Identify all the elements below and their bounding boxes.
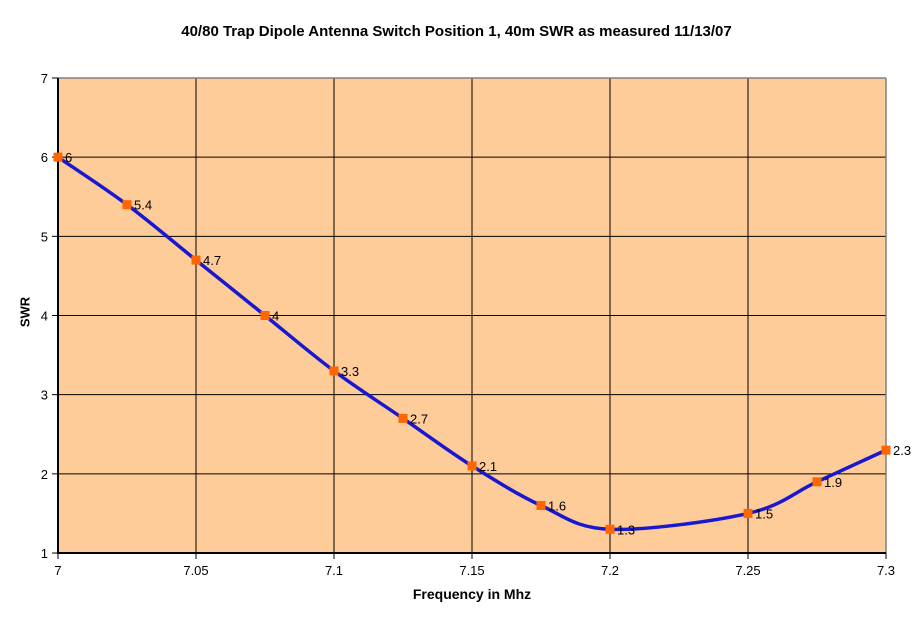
x-axis-tick-label: 7.05: [183, 563, 208, 578]
x-axis-tick-label: 7.2: [601, 563, 619, 578]
data-point-marker: [122, 200, 132, 210]
data-point-marker: [812, 477, 822, 487]
data-point-marker: [743, 508, 753, 518]
x-axis-tick-label: 7: [54, 563, 61, 578]
data-point-marker: [536, 501, 546, 510]
data-point-marker: [329, 366, 339, 376]
data-point-label: 2.7: [410, 411, 428, 426]
data-point-label: 5.4: [134, 198, 152, 213]
x-axis-tick-label: 7.1: [325, 563, 343, 578]
data-point-marker: [260, 311, 270, 320]
data-point-label: 4.7: [203, 253, 221, 268]
data-point-label: 1.3: [617, 522, 635, 537]
y-axis-tick-label: 4: [41, 309, 48, 324]
chart-title: 40/80 Trap Dipole Antenna Switch Positio…: [181, 23, 732, 40]
x-axis-title: Frequency in Mhz: [412, 586, 532, 602]
data-point-label: 6: [65, 150, 72, 165]
x-axis-tick-label: 7.25: [735, 563, 760, 578]
y-axis-tick-label: 1: [41, 546, 48, 561]
data-point-marker: [605, 524, 615, 534]
data-point-label: 4: [272, 309, 279, 324]
data-point-label: 1.9: [824, 475, 842, 490]
data-point-marker: [191, 255, 201, 265]
data-point-marker: [881, 445, 891, 455]
data-point-label: 1.5: [755, 506, 773, 521]
y-axis-tick-label: 2: [41, 467, 48, 482]
data-point-label: 3.3: [341, 364, 359, 379]
data-point-marker: [53, 152, 63, 162]
data-point-label: 1.6: [548, 499, 566, 514]
y-axis-tick-label: 3: [41, 388, 48, 403]
data-point-label: 2.3: [893, 443, 911, 458]
y-axis-tick-label: 7: [41, 71, 48, 86]
x-axis-tick-label: 7.15: [459, 563, 484, 578]
y-axis-tick-label: 5: [41, 229, 48, 244]
data-point-marker: [467, 461, 477, 471]
y-axis-tick-label: 6: [41, 150, 48, 165]
data-point-label: 2.1: [479, 459, 497, 474]
data-point-marker: [398, 413, 408, 423]
x-axis-tick-label: 7.3: [877, 563, 895, 578]
